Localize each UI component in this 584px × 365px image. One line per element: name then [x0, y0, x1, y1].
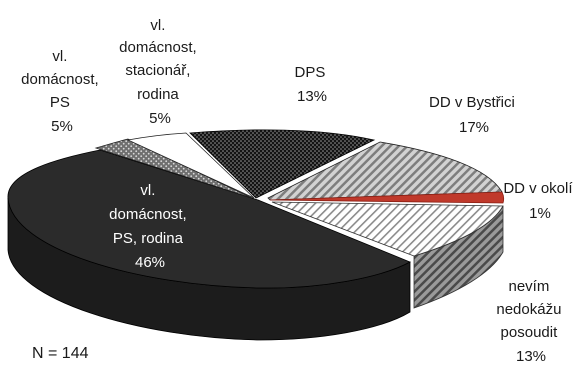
slice-vlastni-domacnost-ps	[94, 138, 253, 199]
label-dd-v-bystrici: DD v Bystřici 17%	[429, 94, 519, 136]
slice-vlastni-domacnost-ps-rodina	[7, 149, 411, 289]
slice-dd-v-okoli	[269, 191, 505, 204]
label-vlastni-domacnost-ps: vl. domácnost, PS 5%	[21, 48, 103, 135]
pie-slices	[7, 129, 505, 341]
slice-nevim	[271, 201, 504, 257]
label-dps: DPS 13%	[294, 64, 329, 105]
slice-dps	[189, 129, 376, 199]
label-nevim: nevím nedokážu posoudit 13%	[496, 278, 565, 365]
label-vlastni-domacnost-ps-rodina: vl. domácnost, PS, rodina 46%	[109, 182, 191, 271]
sample-size-note: N = 144	[32, 345, 89, 362]
pie-labels: vl. domácnost, PS 5% vl. domácnost, stac…	[21, 17, 576, 365]
slice-vlastni-domacnost-stacionar-rodina	[126, 132, 255, 199]
label-dd-v-okoli: DD v okolí 1%	[503, 180, 576, 222]
label-vlastni-domacnost-stacionar-rodina: vl. domácnost, stacionář, rodina 5%	[119, 17, 201, 127]
